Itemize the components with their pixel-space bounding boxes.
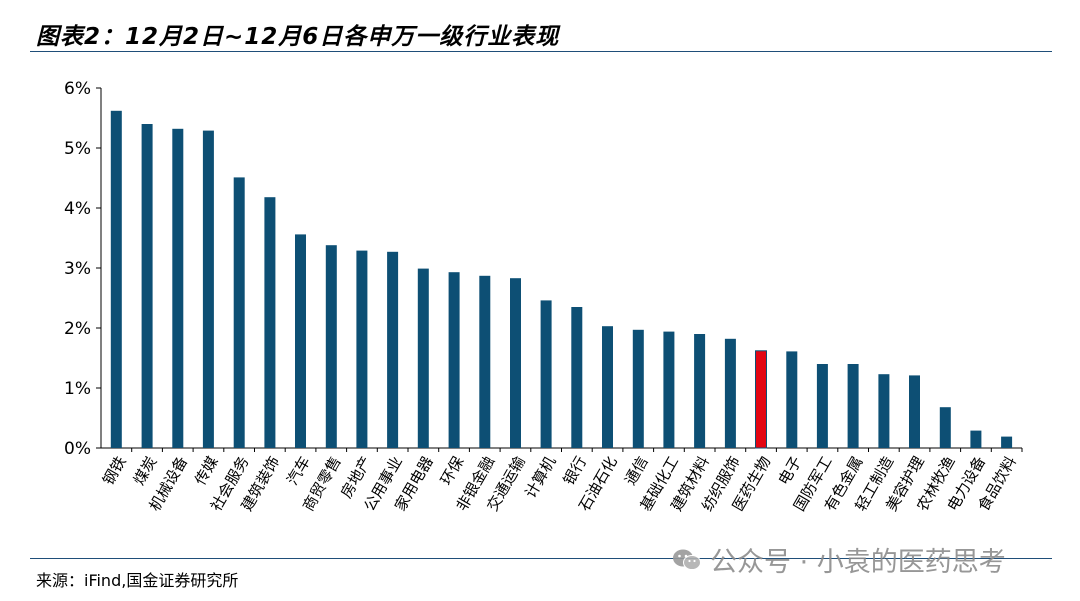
bar-农林牧渔 — [939, 407, 951, 448]
bar-传媒 — [202, 130, 214, 448]
y-tick-label: 3% — [64, 259, 91, 279]
bar-通信 — [632, 329, 644, 448]
y-tick-label: 2% — [64, 319, 91, 339]
bar-社会服务 — [233, 177, 245, 448]
source-note: 来源：iFind,国金证券研究所 — [36, 571, 239, 590]
x-tick-label: 煤炭 — [130, 453, 161, 488]
bar-国防军工 — [816, 364, 828, 448]
y-tick-label: 1% — [64, 379, 91, 399]
bar-建筑材料 — [694, 334, 706, 448]
bar-纺织服饰 — [724, 338, 736, 448]
x-tick-label: 银行 — [560, 453, 591, 488]
bar-电子 — [786, 351, 798, 448]
watermark-text: 公众号 · 小袁的医药思考 — [710, 547, 1006, 578]
bar-家用电器 — [417, 268, 429, 448]
chart-container: 0% 1% 2% 3% 4% 5% 6% 钢铁 煤炭 机械设备 传媒 社会服务 建筑装饰 汽车 商贸零售 房地… — [0, 60, 1080, 548]
x-tick-label: 环保 — [437, 453, 468, 488]
bar-汽车 — [295, 234, 306, 448]
bar-商贸零售 — [325, 245, 337, 448]
x-tick-label: 通信 — [621, 453, 652, 488]
bar-石油石化 — [602, 326, 613, 448]
y-tick-label: 4% — [64, 199, 91, 219]
bar-银行 — [571, 307, 583, 448]
bar-交通运输 — [510, 278, 521, 448]
bar-钢铁 — [110, 110, 122, 449]
bar-公用事业 — [387, 251, 399, 448]
title-divider — [30, 51, 1052, 52]
bar-有色金属 — [847, 364, 859, 448]
bar-计算机 — [540, 300, 552, 448]
bar-基础化工 — [663, 331, 675, 448]
x-tick-label: 电子 — [775, 453, 806, 488]
bar-食品饮料 — [1001, 436, 1013, 448]
x-tick-label: 传媒 — [191, 453, 222, 488]
x-tick-label: 汽车 — [283, 453, 314, 488]
bar-电力设备 — [970, 430, 982, 448]
bar-房地产 — [356, 250, 368, 448]
bar-医药生物 — [755, 350, 767, 449]
bar-轻工制造 — [878, 374, 890, 448]
bar-环保 — [448, 272, 460, 448]
bar-美容护理 — [909, 375, 920, 448]
bar-机械设备 — [172, 128, 184, 449]
y-tick-label: 6% — [64, 79, 91, 99]
watermark: 公众号 · 小袁的医药思考 — [672, 540, 1006, 579]
chart-title: 图表2：12月2日~12月6日各申万一级行业表现 — [36, 24, 560, 50]
x-tick-label: 计算机 — [521, 453, 559, 501]
bottom-divider — [30, 558, 1052, 559]
bar-非银金融 — [479, 275, 491, 448]
bar-煤炭 — [141, 124, 153, 448]
y-tick-label: 0% — [64, 439, 91, 459]
y-tick-label: 5% — [64, 139, 91, 159]
wechat-icon — [673, 549, 701, 570]
bar-建筑装饰 — [264, 197, 276, 448]
x-tick-label: 钢铁 — [99, 453, 130, 488]
